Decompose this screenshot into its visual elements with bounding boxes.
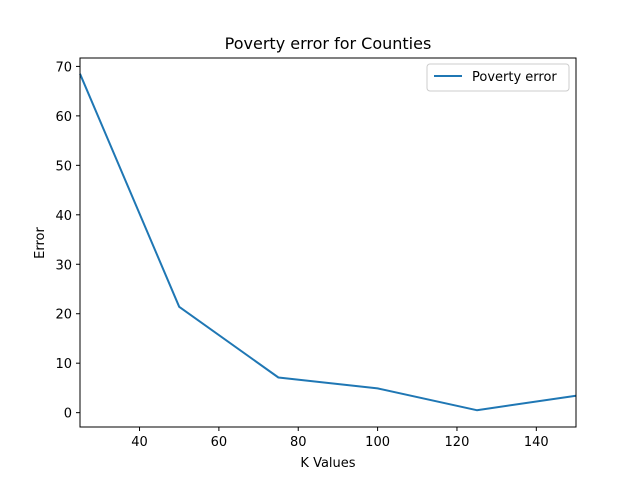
series-layer bbox=[79, 73, 577, 412]
y-tick-label: 40 bbox=[55, 209, 72, 224]
plot-area bbox=[80, 58, 576, 427]
x-tick-label: 40 bbox=[131, 435, 148, 450]
y-tick-label: 10 bbox=[55, 357, 72, 372]
x-tick-label: 60 bbox=[211, 435, 228, 450]
y-axis-label: Error bbox=[33, 227, 48, 259]
y-tick-label: 50 bbox=[55, 159, 72, 174]
series-line bbox=[79, 73, 577, 412]
x-tick-label: 120 bbox=[445, 435, 470, 450]
x-tick-label: 80 bbox=[290, 435, 307, 450]
y-tick-label: 0 bbox=[64, 407, 72, 422]
legend: Poverty error bbox=[426, 63, 570, 92]
y-axis-ticks: 0 10 20 30 40 50 60 70 bbox=[55, 60, 80, 422]
legend-box bbox=[426, 63, 570, 92]
plot-frame bbox=[79, 57, 577, 428]
y-tick-label: 70 bbox=[55, 60, 72, 75]
x-axis-label: K Values bbox=[300, 456, 355, 471]
x-axis-ticks: 40 60 80 100 120 140 bbox=[131, 427, 549, 450]
legend-label: Poverty error bbox=[472, 70, 557, 85]
chart-title: Poverty error for Counties bbox=[225, 34, 432, 53]
x-tick-label: 140 bbox=[524, 435, 549, 450]
y-tick-label: 30 bbox=[55, 258, 72, 273]
y-tick-label: 20 bbox=[55, 308, 72, 323]
y-tick-label: 60 bbox=[55, 110, 72, 125]
x-tick-label: 100 bbox=[365, 435, 390, 450]
